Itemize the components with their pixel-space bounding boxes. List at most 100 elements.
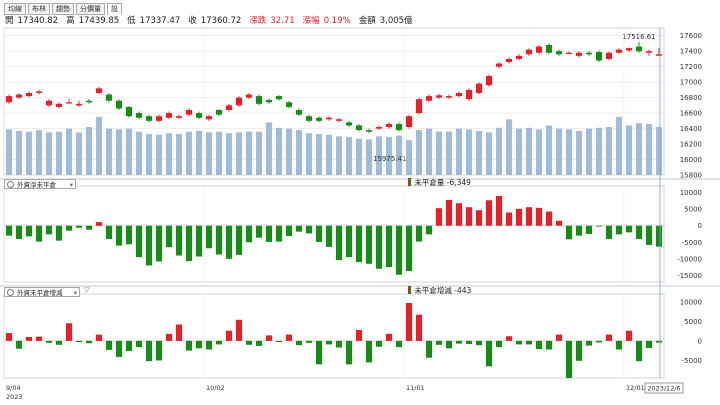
candle-body [215, 110, 223, 115]
candle-body [375, 127, 383, 129]
candle-body [5, 96, 13, 103]
oi-change-bar [565, 340, 573, 378]
oi-y-tick-label: 10000 [680, 189, 702, 197]
panel-3-frame [3, 293, 665, 379]
y-tick-label: 17000 [680, 79, 702, 87]
candle-body [135, 113, 143, 118]
oi-change-bar [395, 340, 403, 348]
volume-bar [5, 129, 13, 175]
amount-label: 金額 [358, 16, 376, 26]
oi-change-bar [595, 340, 603, 343]
oi-bar [365, 225, 373, 264]
candle-body [175, 116, 183, 118]
oi-y-tick-label: -15000 [677, 272, 702, 280]
volume-bar [655, 127, 663, 175]
volume-bar [355, 138, 363, 175]
tab-moving-average[interactable]: 均線 [4, 3, 26, 15]
oi-bar [155, 225, 163, 262]
oi-bar [355, 225, 363, 263]
volume-bar [145, 133, 153, 175]
y-tick-label: 17200 [680, 63, 702, 71]
candle-body [485, 75, 493, 86]
oi-bar [15, 225, 23, 239]
oi-bar [65, 225, 73, 231]
candle-body [315, 117, 323, 121]
gear-icon[interactable] [7, 181, 14, 188]
candle-body [615, 49, 623, 53]
tab-settings[interactable]: 設 [107, 3, 122, 15]
volume-bar [615, 116, 623, 175]
candle-body [365, 130, 373, 132]
oi-change-y-tick-label: 10000 [680, 298, 702, 306]
volume-bar [225, 133, 233, 175]
candle-body [35, 91, 43, 93]
oi-change-bar [25, 336, 33, 341]
tab-trend[interactable]: 趨勢 [52, 3, 74, 15]
oi-change-bar [135, 340, 143, 348]
candle-body [25, 92, 33, 97]
volume-bar [395, 135, 403, 175]
candle-body [85, 100, 93, 103]
y-tick-label: 16400 [680, 125, 702, 133]
oi-bar [205, 225, 213, 249]
volume-bar [525, 127, 533, 175]
candle-body [605, 52, 613, 59]
oi-change-bar [325, 340, 333, 345]
oi-bar [295, 225, 303, 232]
volume-bar [55, 131, 63, 175]
oi-bar [505, 212, 513, 226]
change-value: 32.71 [270, 16, 295, 26]
oi-change-bar [375, 340, 383, 347]
candle-body [455, 92, 463, 97]
candle-body [555, 51, 563, 55]
oi-bar [565, 225, 573, 240]
y-tick-label: 17400 [680, 48, 702, 56]
candle-body [505, 58, 513, 63]
volume-bar [265, 122, 273, 175]
oi-bar [225, 225, 233, 259]
oi-change-bar [305, 340, 313, 343]
oi-change-bar [465, 340, 473, 345]
oi-change-bar [655, 340, 663, 343]
candle-body [235, 97, 243, 106]
oi-bar [415, 225, 423, 242]
oi-change-bar [505, 336, 513, 341]
tab-bollinger[interactable]: 布林 [28, 3, 50, 15]
x-tick-label: 9/04 [6, 384, 21, 392]
candle-body [255, 96, 263, 104]
gear-icon[interactable] [7, 289, 14, 296]
oi-change-bar [35, 336, 43, 341]
candle-body [495, 63, 503, 67]
tab-volume-profile[interactable]: 分價量 [76, 3, 105, 15]
volume-bar [365, 139, 373, 175]
volume-bar [505, 119, 513, 175]
oi-bar [145, 225, 153, 266]
volume-bar [215, 131, 223, 175]
candle-body [55, 103, 63, 107]
chevron-down-icon: ▾ [69, 181, 73, 189]
panel2-indicator-select[interactable]: 外資淨未平倉 ▾ [4, 179, 76, 189]
oi-change-bar [295, 340, 303, 346]
panel3-indicator-select[interactable]: 外資未平倉增減 ▾ [4, 287, 80, 297]
volume-bar [85, 127, 93, 175]
year-label: 2023 [6, 393, 23, 401]
oi-bar [135, 225, 143, 258]
oi-bar [255, 225, 263, 238]
candle-body [95, 88, 103, 93]
volume-bar [555, 128, 563, 175]
oi-bar [75, 225, 83, 228]
oi-bar [385, 225, 393, 268]
oi-change-bar [5, 333, 13, 341]
volume-bar [635, 123, 643, 175]
oi-change-bar [105, 340, 113, 350]
volume-bar [195, 130, 203, 175]
volume-bar [595, 127, 603, 175]
oi-change-y-tick-label: 0 [698, 337, 702, 345]
legend-swatch-icon [408, 286, 411, 294]
volume-bar [565, 129, 573, 175]
oi-bar [305, 225, 313, 234]
volume-bar [605, 127, 613, 175]
volume-bar [315, 133, 323, 175]
oi-change-bar [175, 324, 183, 341]
filter-icon[interactable]: ▽ [84, 286, 90, 294]
